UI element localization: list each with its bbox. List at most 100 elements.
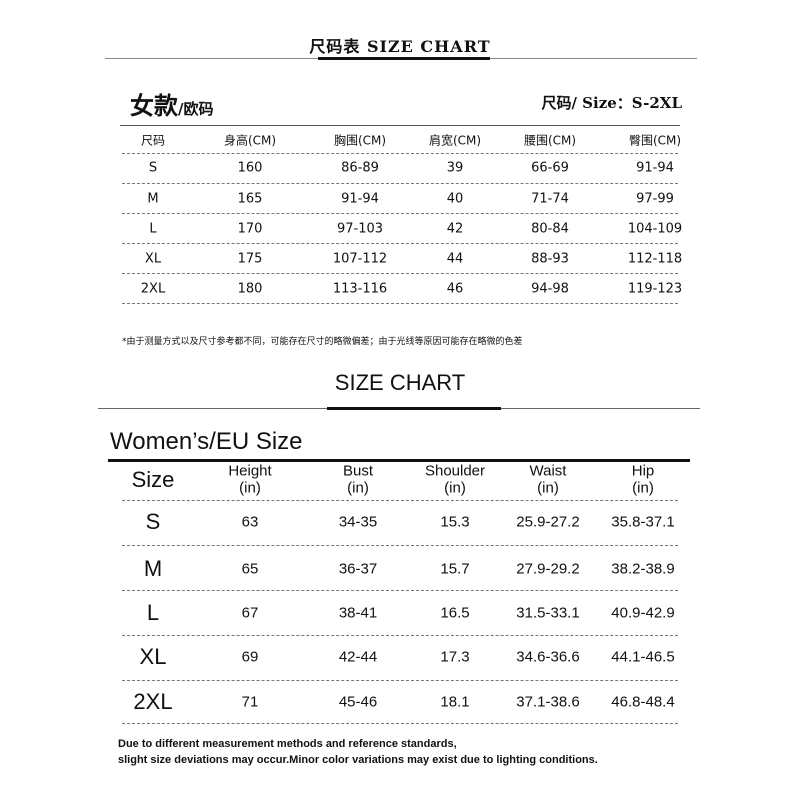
top-size-cell: M xyxy=(147,191,159,207)
bottom-header-label: Height xyxy=(228,462,272,480)
top-row-divider xyxy=(122,303,678,304)
bottom-table-cell: 38-41 xyxy=(338,604,378,622)
top-table-cell: 97-99 xyxy=(636,191,674,207)
bottom-table-cell: 35.8-37.1 xyxy=(611,513,675,531)
top-table-cell: 71-74 xyxy=(531,191,569,207)
top-row-divider xyxy=(122,213,678,214)
top-table-cell: 80-84 xyxy=(531,221,569,237)
top-table-cell: 88-93 xyxy=(531,251,569,267)
top-banner-accent xyxy=(318,57,490,60)
bottom-size-cell: XL xyxy=(139,644,167,669)
top-size-cell: 2XL xyxy=(140,281,166,297)
bottom-table-cell: 36-37 xyxy=(338,560,378,578)
bottom-size-cell: L xyxy=(146,600,160,625)
bottom-row-divider xyxy=(122,545,678,546)
bottom-header-label: Bust xyxy=(342,462,374,480)
bottom-table-cell: 38.2-38.9 xyxy=(611,560,675,578)
bottom-note-line2: slight size deviations may occur.Minor c… xyxy=(118,754,598,766)
bottom-table-cell: 31.5-33.1 xyxy=(516,604,580,622)
bottom-header-unit: (in) xyxy=(632,479,654,497)
bottom-table-cell: 71 xyxy=(241,693,259,711)
top-size-cell: L xyxy=(149,221,157,237)
top-header-cell: 腰围(CM) xyxy=(523,133,577,148)
bottom-table-cell: 67 xyxy=(241,604,259,622)
top-table-cell: 175 xyxy=(237,251,263,267)
top-row-divider xyxy=(122,243,678,244)
bottom-table-cell: 34.6-36.6 xyxy=(516,648,580,666)
top-note: *由于测量方式以及尺寸参考都不同，可能存在尺寸的略微偏差；由于光线等原因可能存在… xyxy=(122,337,523,347)
bottom-header-label: Hip xyxy=(631,462,655,480)
bottom-header-label: Shoulder xyxy=(424,462,486,480)
top-section-title: 女款/欧码 xyxy=(130,86,213,121)
top-table-cell: 94-98 xyxy=(531,281,569,297)
bottom-banner-accent xyxy=(327,407,501,410)
bottom-header-unit: (in) xyxy=(537,479,559,497)
top-table-cell: 40 xyxy=(446,191,464,207)
bottom-table-cell: 15.7 xyxy=(440,560,470,578)
bottom-header-unit: (in) xyxy=(239,479,261,497)
top-table-cell: 86-89 xyxy=(341,160,379,176)
bottom-table-cell: 17.3 xyxy=(440,648,470,666)
top-table-cell: 180 xyxy=(237,281,263,297)
top-header-cell: 肩宽(CM) xyxy=(428,133,482,148)
bottom-header-size: Size xyxy=(131,467,175,492)
top-table-cell: 97-103 xyxy=(336,221,384,237)
top-table-cell: 66-69 xyxy=(531,160,569,176)
bottom-banner-title: SIZE CHART xyxy=(334,370,466,395)
bottom-table-cell: 46.8-48.4 xyxy=(611,693,675,711)
top-header-cell: 身高(CM) xyxy=(223,133,277,148)
bottom-row-divider xyxy=(122,680,678,681)
top-table-cell: 119-123 xyxy=(627,281,683,297)
bottom-table-cell: 65 xyxy=(241,560,259,578)
bottom-table-cell: 34-35 xyxy=(338,513,378,531)
bottom-table-cell: 69 xyxy=(241,648,259,666)
top-header-cell: 尺码 xyxy=(140,133,166,148)
top-table-cell: 160 xyxy=(237,160,263,176)
top-row-divider xyxy=(122,153,678,154)
top-header-cell: 胸围(CM) xyxy=(333,133,387,148)
bottom-table-cell: 45-46 xyxy=(338,693,378,711)
bottom-table-cell: 42-44 xyxy=(338,648,378,666)
top-table-cell: 39 xyxy=(446,160,464,176)
bottom-table-cell: 25.9-27.2 xyxy=(516,513,580,531)
top-table-cell: 107-112 xyxy=(332,251,388,267)
top-table-cell: 44 xyxy=(446,251,464,267)
top-table-cell: 170 xyxy=(237,221,263,237)
top-section-title-sub: /欧码 xyxy=(178,100,214,118)
top-table-cell: 113-116 xyxy=(332,281,388,297)
top-table-cell: 112-118 xyxy=(627,251,683,267)
top-row-divider xyxy=(122,273,678,274)
bottom-header-label: Waist xyxy=(529,462,567,480)
bottom-table-cell: 15.3 xyxy=(440,513,470,531)
bottom-table-cell: 16.5 xyxy=(440,604,470,622)
top-table-cell: 104-109 xyxy=(627,221,683,237)
top-table-cell: 42 xyxy=(446,221,464,237)
bottom-table-cell: 44.1-46.5 xyxy=(611,648,675,666)
top-banner-title: 尺码表 SIZE CHART xyxy=(309,37,491,56)
top-table-cell: 165 xyxy=(237,191,263,207)
top-header-cell: 臀围(CM) xyxy=(628,133,682,148)
bottom-header-unit: (in) xyxy=(347,479,369,497)
bottom-section-title: Women’s/EU Size xyxy=(110,428,303,455)
bottom-size-cell: 2XL xyxy=(133,689,173,714)
bottom-size-cell: S xyxy=(145,509,161,534)
bottom-header-unit: (in) xyxy=(444,479,466,497)
bottom-size-cell: M xyxy=(143,556,163,581)
bottom-table-cell: 40.9-42.9 xyxy=(611,604,675,622)
top-row-divider xyxy=(122,183,678,184)
bottom-table-rule xyxy=(108,459,690,462)
bottom-table-cell: 37.1-38.6 xyxy=(516,693,580,711)
bottom-row-divider xyxy=(122,635,678,636)
bottom-row-divider xyxy=(122,500,678,501)
bottom-table-cell: 63 xyxy=(241,513,259,531)
bottom-note-line1: Due to different measurement methods and… xyxy=(118,738,457,750)
top-table-cell: 91-94 xyxy=(341,191,379,207)
top-size-cell: XL xyxy=(144,251,162,267)
bottom-table-cell: 18.1 xyxy=(440,693,470,711)
bottom-table-cell: 27.9-29.2 xyxy=(516,560,580,578)
bottom-row-divider xyxy=(122,723,678,724)
top-section-title-main: 女款 xyxy=(130,92,178,120)
bottom-row-divider xyxy=(122,590,678,591)
top-size-range: 尺码/ Size：S-2XL xyxy=(541,94,682,112)
